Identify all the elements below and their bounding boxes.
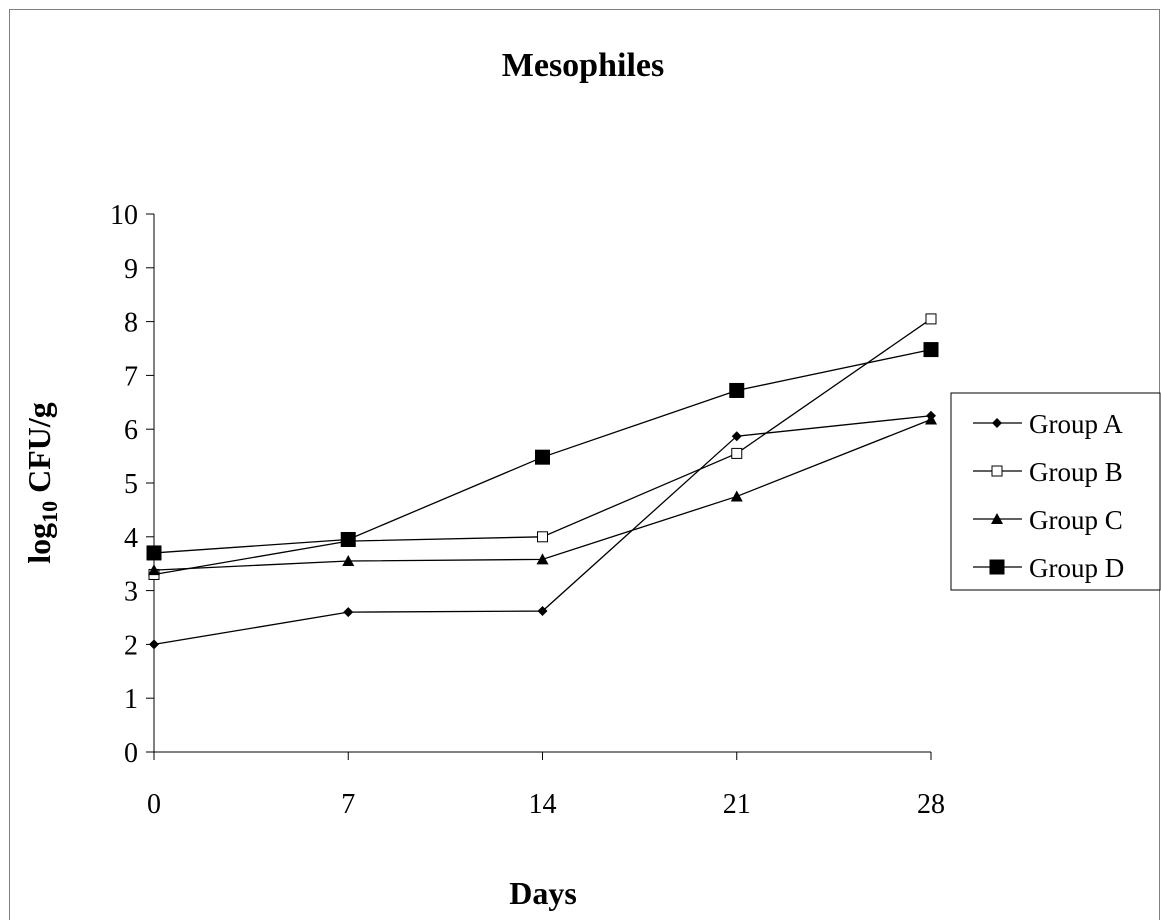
series-layer [146,313,939,650]
data-point-group-b [537,531,548,543]
data-point-group-d [923,342,939,358]
legend-box [950,392,1161,591]
data-point-group-c [730,490,743,502]
y-tick-label: 4 [124,523,138,554]
legend-item-group-c: Group C [973,505,1123,535]
data-point-group-a [731,431,742,442]
y-axis-title-main: log [21,523,57,564]
legend-label: Group C [1029,505,1123,535]
axes: 0 1 2 3 4 5 6 7 8 9 10 0 7 14 21 28 [110,200,945,820]
y-tick-label: 0 [124,738,138,769]
data-point-group-b [731,447,743,459]
legend-label: Group D [1029,553,1124,583]
data-point-group-c [536,553,549,565]
series-group-c [148,413,937,576]
legend-label: Group A [1029,409,1123,439]
x-axis-title: Days [509,875,577,911]
series-group-d [146,342,939,561]
chart-title: Mesophiles [502,47,664,84]
data-point-group-a [149,639,159,650]
y-tick-label: 6 [124,415,138,446]
y-axis-title: log10 CFU/g [21,402,62,564]
data-point-group-d [535,449,550,465]
legend-item-group-a: Group A [973,409,1123,439]
data-point-group-c [148,564,160,576]
series-group-a [149,410,936,650]
x-tick-label: 0 [147,789,161,820]
y-tick-label: 5 [124,469,138,500]
data-point-group-d [146,545,162,561]
data-point-group-d [729,382,745,398]
y-tick-label: 3 [124,577,138,608]
legend-item-group-b: Group B [973,457,1123,487]
data-point-group-a [343,607,354,618]
y-tick-label: 9 [124,254,138,285]
y-tick-label: 8 [124,308,138,339]
legend-label: Group B [1029,457,1123,487]
data-point-group-c [342,555,355,567]
y-tick-label: 2 [124,630,138,661]
legend-marker [991,465,1003,477]
data-point-group-d [340,531,356,547]
y-tick-label: 10 [110,200,138,231]
data-point-group-a [537,606,548,617]
x-tick-label: 28 [917,789,945,820]
legend-marker [992,418,1002,428]
y-axis-title-rest: CFU/g [21,402,57,501]
x-tick-label: 14 [529,789,557,820]
x-tick-label: 7 [341,789,355,820]
x-tick-label: 21 [723,789,751,820]
data-point-group-c [925,413,937,425]
y-tick-label: 7 [124,361,138,392]
svg-text:log10 CFU/g: log10 CFU/g [21,402,62,564]
data-point-group-b [925,313,937,325]
y-tick-label: 1 [124,684,138,715]
legend-item-group-d: Group D [973,553,1124,583]
y-axis-title-subscript: 10 [37,501,62,523]
legend-marker [991,513,1003,524]
legend-marker [989,559,1005,575]
legend: Group A Group B Group C Group D [950,392,1161,591]
